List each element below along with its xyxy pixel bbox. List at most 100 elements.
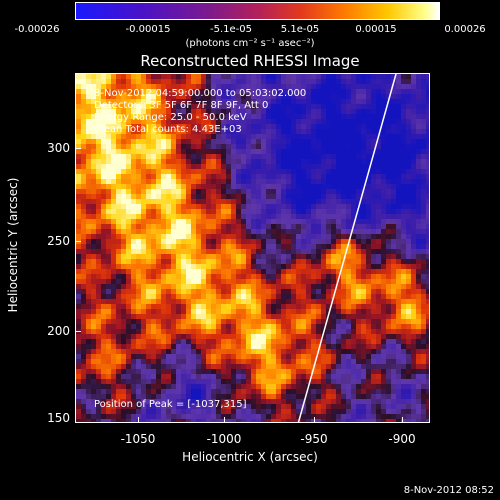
- heatmap-cell: [171, 384, 176, 389]
- heatmap-cell: [141, 124, 146, 129]
- heatmap-cell: [376, 349, 381, 354]
- heatmap-cell: [391, 239, 396, 244]
- heatmap-cell: [336, 349, 341, 354]
- heatmap-cell: [166, 349, 171, 354]
- heatmap-cell: [211, 89, 216, 94]
- heatmap-cell: [156, 74, 161, 79]
- heatmap-cell: [151, 89, 156, 94]
- heatmap-cell: [246, 354, 251, 359]
- heatmap-cell: [261, 109, 266, 114]
- heatmap-cell: [116, 174, 121, 179]
- heatmap-cell: [161, 394, 166, 399]
- heatmap-cell: [161, 269, 166, 274]
- heatmap-cell: [366, 189, 371, 194]
- heatmap-cell: [191, 254, 196, 259]
- heatmap-cell: [131, 154, 136, 159]
- heatmap-cell: [91, 249, 96, 254]
- heatmap-cell: [286, 129, 291, 134]
- heatmap-cell: [361, 204, 366, 209]
- heatmap-cell: [171, 124, 176, 129]
- heatmap-cell: [281, 274, 286, 279]
- heatmap-cell: [311, 414, 316, 419]
- heatmap-cell: [141, 279, 146, 284]
- heatmap-cell: [156, 94, 161, 99]
- heatmap-cell: [141, 209, 146, 214]
- heatmap-cell: [76, 354, 81, 359]
- heatmap-cell: [361, 114, 366, 119]
- heatmap-cell: [156, 289, 161, 294]
- heatmap-cell: [396, 199, 401, 204]
- heatmap-cell: [111, 114, 116, 119]
- heatmap-cell: [86, 274, 91, 279]
- heatmap-cell: [201, 419, 206, 422]
- heatmap-cell: [231, 244, 236, 249]
- heatmap-cell: [271, 74, 276, 79]
- heatmap-cell: [366, 364, 371, 369]
- heatmap-cell: [291, 89, 296, 94]
- heatmap-cell: [311, 269, 316, 274]
- heatmap-cell: [136, 214, 141, 219]
- heatmap-cell: [271, 399, 276, 404]
- heatmap-cell: [111, 144, 116, 149]
- heatmap-cell: [231, 394, 236, 399]
- heatmap-cell: [246, 139, 251, 144]
- heatmap-cell: [136, 99, 141, 104]
- heatmap-cell: [206, 269, 211, 274]
- heatmap-cell: [366, 119, 371, 124]
- heatmap-cell: [261, 189, 266, 194]
- heatmap-cell: [426, 249, 429, 254]
- heatmap-cell: [111, 354, 116, 359]
- heatmap-cell: [331, 244, 336, 249]
- heatmap-cell: [241, 314, 246, 319]
- heatmap-cell: [291, 229, 296, 234]
- heatmap-cell: [426, 209, 429, 214]
- heatmap-cell: [231, 84, 236, 89]
- heatmap-cell: [306, 364, 311, 369]
- heatmap-cell: [311, 144, 316, 149]
- heatmap-cell: [81, 74, 86, 79]
- heatmap-cell: [421, 414, 426, 419]
- heatmap-cell: [146, 399, 151, 404]
- heatmap-cell: [306, 224, 311, 229]
- heatmap-cell: [306, 159, 311, 164]
- heatmap-cell: [296, 399, 301, 404]
- heatmap-cell: [261, 254, 266, 259]
- heatmap-cell: [381, 344, 386, 349]
- heatmap-cell: [351, 344, 356, 349]
- heatmap-cell: [341, 289, 346, 294]
- heatmap-cell: [76, 399, 81, 404]
- heatmap-cell: [316, 239, 321, 244]
- heatmap-cell: [336, 109, 341, 114]
- heatmap-cell: [241, 159, 246, 164]
- heatmap-cell: [296, 79, 301, 84]
- heatmap-cell: [146, 384, 151, 389]
- heatmap-cell: [101, 264, 106, 269]
- heatmap-cell: [426, 414, 429, 419]
- heatmap-cell: [331, 319, 336, 324]
- heatmap-cell: [401, 289, 406, 294]
- heatmap-cell: [386, 249, 391, 254]
- heatmap-cell: [226, 414, 231, 419]
- heatmap-cell: [146, 289, 151, 294]
- heatmap-cell: [106, 119, 111, 124]
- heatmap-cell: [381, 139, 386, 144]
- heatmap-cell: [261, 94, 266, 99]
- heatmap-cell: [281, 279, 286, 284]
- heatmap-cell: [176, 229, 181, 234]
- heatmap-cell: [411, 344, 416, 349]
- heatmap-cell: [206, 339, 211, 344]
- heatmap-cell: [186, 374, 191, 379]
- heatmap-cell: [346, 279, 351, 284]
- heatmap-cell: [256, 214, 261, 219]
- heatmap-cell: [321, 214, 326, 219]
- heatmap-cell: [376, 139, 381, 144]
- heatmap-cell: [206, 369, 211, 374]
- heatmap-cell: [176, 279, 181, 284]
- heatmap-cell: [326, 159, 331, 164]
- heatmap-cell: [191, 329, 196, 334]
- heatmap-cell: [246, 384, 251, 389]
- heatmap-cell: [116, 184, 121, 189]
- heatmap-cell: [81, 84, 86, 89]
- heatmap-cell: [311, 109, 316, 114]
- heatmap-cell: [366, 419, 371, 422]
